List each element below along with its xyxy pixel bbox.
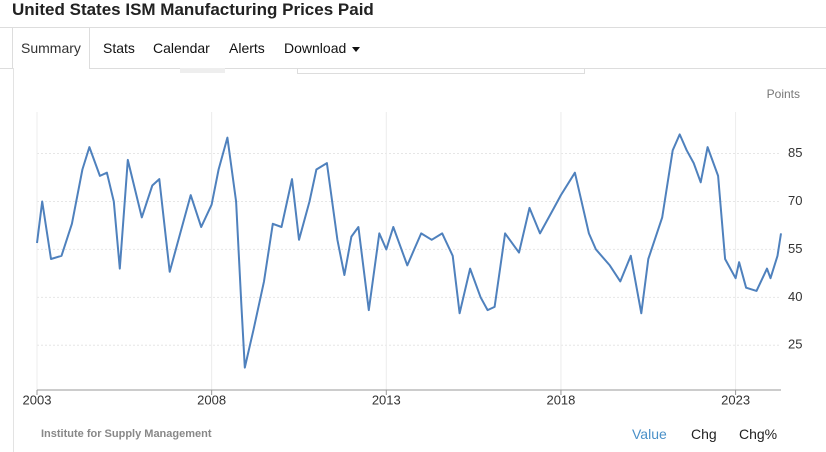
y-tick-label: 25 bbox=[788, 337, 802, 352]
source: Institute for Supply Management bbox=[41, 428, 212, 440]
tab[interactable]: Summary bbox=[12, 28, 90, 69]
x-tick-label: 2018 bbox=[546, 392, 575, 407]
x-tick-label: 2003 bbox=[23, 392, 52, 407]
footer-button[interactable]: Chg% bbox=[739, 426, 778, 442]
caret bbox=[352, 46, 361, 52]
data-line bbox=[36, 133, 782, 369]
tab-label[interactable]: Download bbox=[284, 40, 347, 56]
tab[interactable]: Stats bbox=[103, 40, 135, 56]
y-tick-label: 85 bbox=[788, 145, 802, 160]
x-tick-label: 2023 bbox=[721, 392, 750, 407]
input-stub bbox=[297, 68, 585, 74]
tab-bar: Summary Stats Calendar Alerts Download bbox=[0, 27, 826, 69]
chart-panel bbox=[13, 68, 826, 452]
scroll-stub bbox=[180, 68, 225, 73]
tab[interactable]: Download bbox=[284, 40, 361, 56]
tab[interactable]: Calendar bbox=[153, 40, 210, 56]
footer-button[interactable]: Value bbox=[632, 426, 667, 442]
y-tick-label: 40 bbox=[788, 289, 802, 304]
footer-button[interactable]: Chg bbox=[691, 426, 717, 442]
tab[interactable]: Alerts bbox=[229, 40, 265, 56]
unit-label: Points bbox=[767, 87, 800, 101]
x-tick-label: 2008 bbox=[197, 392, 226, 407]
x-tick-label: 2013 bbox=[372, 392, 401, 407]
y-tick-label: 55 bbox=[788, 241, 802, 256]
y-tick-label: 70 bbox=[788, 193, 802, 208]
page-title: United States ISM Manufacturing Prices P… bbox=[12, 0, 374, 19]
